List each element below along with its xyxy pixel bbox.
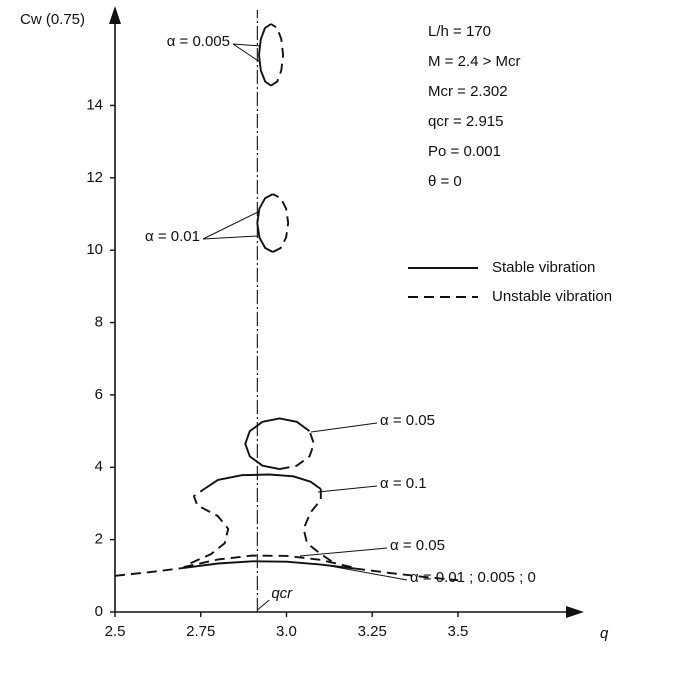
parameter: L/h = 170	[428, 23, 491, 40]
annotation: α = 0.01 ; 0.005 ; 0	[410, 569, 536, 586]
annotation-leader	[232, 43, 262, 47]
annotation-leader	[329, 565, 408, 581]
curve	[203, 473, 322, 490]
curve	[114, 566, 459, 582]
parameter: Mcr = 2.302	[428, 83, 508, 100]
annotation-leader	[310, 422, 378, 433]
legend-label: Stable vibration	[492, 259, 595, 276]
y-tick-label: 12	[86, 169, 103, 186]
curve	[279, 430, 315, 471]
curve	[183, 560, 356, 570]
y-tick-label: 4	[95, 458, 103, 475]
parameter: Po = 0.001	[428, 143, 501, 160]
y-tick-label: 2	[95, 531, 103, 548]
parameter: θ = 0	[428, 173, 462, 190]
curve	[190, 488, 336, 565]
curve	[272, 193, 290, 253]
x-tick-label: 2.5	[105, 623, 126, 640]
annotation-leader	[202, 211, 259, 240]
critical-leader	[257, 599, 270, 611]
x-tick-label: 3.25	[358, 623, 387, 640]
curve	[258, 23, 272, 87]
parameter: qcr = 2.915	[428, 113, 503, 130]
x-axis-label: q	[600, 625, 609, 642]
annotation-leader	[202, 235, 259, 240]
annotation: α = 0.01	[145, 228, 200, 245]
y-tick-label: 14	[86, 96, 103, 113]
y-axis-arrow	[109, 6, 121, 24]
annotation-leader	[299, 547, 388, 557]
curve	[244, 417, 311, 471]
curve	[270, 23, 285, 87]
annotation: α = 0.1	[380, 475, 427, 492]
x-tick-label: 3.5	[448, 623, 469, 640]
annotation-leader	[317, 485, 378, 493]
y-axis-label: Cw (0.75)	[20, 11, 85, 28]
annotation-leader	[232, 43, 261, 63]
legend-label: Unstable vibration	[492, 288, 612, 305]
parameter: M = 2.4 > Mcr	[428, 53, 521, 70]
curve	[256, 193, 274, 253]
y-tick-label: 10	[86, 241, 103, 258]
annotation: α = 0.05	[390, 537, 445, 554]
critical-label: qcr	[271, 585, 293, 602]
annotation: α = 0.05	[380, 412, 435, 429]
y-tick-label: 0	[95, 603, 103, 620]
x-tick-label: 3.0	[276, 623, 297, 640]
annotation: α = 0.005	[167, 33, 230, 50]
y-tick-label: 6	[95, 386, 103, 403]
y-tick-label: 8	[95, 314, 103, 331]
x-axis-arrow	[566, 606, 584, 618]
x-tick-label: 2.75	[186, 623, 215, 640]
curve	[183, 554, 356, 569]
